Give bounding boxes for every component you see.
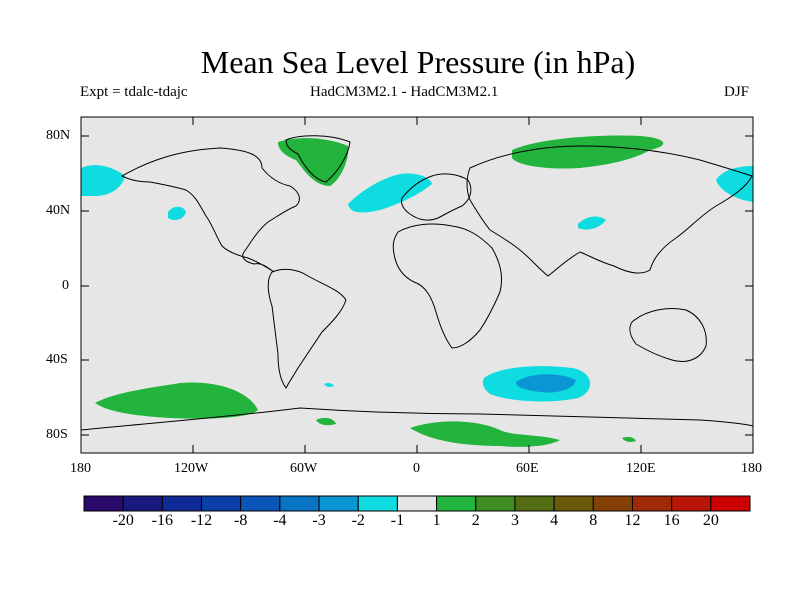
lon-label-60w: 60W <box>290 461 318 476</box>
colorbar-label: 8 <box>589 512 598 529</box>
colorbar-swatch <box>318 495 359 512</box>
chart-title: Mean Sea Level Pressure (in hPa) <box>200 44 636 80</box>
colorbar-swatch <box>436 495 477 512</box>
colorbar-swatch <box>201 495 242 512</box>
colorbar-swatch <box>161 495 203 512</box>
colorbar-label: 4 <box>550 512 559 529</box>
colorbar-label: -4 <box>273 512 287 529</box>
colorbar <box>83 495 751 512</box>
lat-label-40n: 40N <box>46 203 71 218</box>
anomaly-greenland-positive <box>278 138 349 186</box>
colorbar-label: -16 <box>151 512 173 529</box>
colorbar-swatch <box>553 495 594 512</box>
colorbar-label: 16 <box>663 512 680 529</box>
colorbar-label: 2 <box>471 512 480 529</box>
season-label: DJF <box>724 84 750 100</box>
anomaly-small-positive-2 <box>622 437 636 442</box>
anomaly-westpacific-negative <box>81 165 125 196</box>
anomaly-asia-small-negative <box>578 216 606 230</box>
colorbar-swatch <box>279 495 320 512</box>
experiment-label: Expt = tdalc-tdajc <box>80 84 188 100</box>
colorbar-swatch <box>122 495 163 512</box>
lon-label-180-left: 180 <box>70 461 91 476</box>
lon-label-180-right: 180 <box>741 461 762 476</box>
colorbar-label: -8 <box>234 512 248 529</box>
anomaly-southern-indian-strong <box>516 374 576 393</box>
coastlines <box>80 135 754 431</box>
colorbar-swatch <box>592 495 633 512</box>
anomaly-antarctic-positive <box>410 421 560 447</box>
colorbar-swatch <box>631 495 673 512</box>
coast-europe <box>401 173 472 221</box>
coast-africa <box>392 223 503 349</box>
coast-asia <box>466 145 753 277</box>
colorbar-label: 3 <box>510 512 519 529</box>
coast-australia <box>629 308 707 362</box>
colorbar-swatch <box>671 495 712 512</box>
colorbar-swatch <box>514 495 555 512</box>
coast-north-america <box>120 147 300 273</box>
colorbar-swatch <box>240 495 281 512</box>
lat-label-0: 0 <box>62 278 69 293</box>
coast-south-america <box>267 268 347 389</box>
anomaly-northatlantic-negative <box>348 173 432 213</box>
anomaly-fields <box>81 135 753 447</box>
colorbar-label: -3 <box>312 512 326 529</box>
colorbar-swatch <box>357 495 398 512</box>
lon-label-120w: 120W <box>174 461 209 476</box>
model-comparison-label: HadCM3M2.1 - HadCM3M2.1 <box>310 84 499 100</box>
colorbar-label: -20 <box>112 512 134 529</box>
anomaly-small-negative <box>324 382 334 388</box>
anomaly-eastpacific-negative <box>716 166 753 202</box>
colorbar-swatch <box>396 495 438 512</box>
anomaly-small-positive-1 <box>316 417 336 426</box>
lat-label-80n: 80N <box>46 128 71 143</box>
longitude-ticks <box>192 117 642 453</box>
lon-label-60e: 60E <box>516 461 539 476</box>
anomaly-southpacific-positive <box>95 382 258 419</box>
anomaly-siberia-positive <box>512 135 664 169</box>
colorbar-label: 1 <box>432 512 441 529</box>
lon-label-120e: 120E <box>626 461 656 476</box>
coast-antarctica <box>80 407 754 431</box>
coast-greenland <box>285 135 351 183</box>
colorbar-swatch <box>710 495 751 512</box>
anomaly-pacific-small-negative <box>168 206 186 220</box>
colorbar-swatch <box>83 495 124 512</box>
colorbar-label: -2 <box>351 512 365 529</box>
lon-label-0: 0 <box>413 461 420 476</box>
colorbar-label: 12 <box>624 512 641 529</box>
colorbar-swatch <box>475 495 516 512</box>
latitude-ticks <box>81 135 753 436</box>
lat-label-40s: 40S <box>46 352 68 367</box>
colorbar-label: 20 <box>702 512 719 529</box>
colorbar-label: -12 <box>190 512 213 529</box>
colorbar-label: -1 <box>390 512 405 529</box>
lat-label-80s: 80S <box>46 427 68 442</box>
